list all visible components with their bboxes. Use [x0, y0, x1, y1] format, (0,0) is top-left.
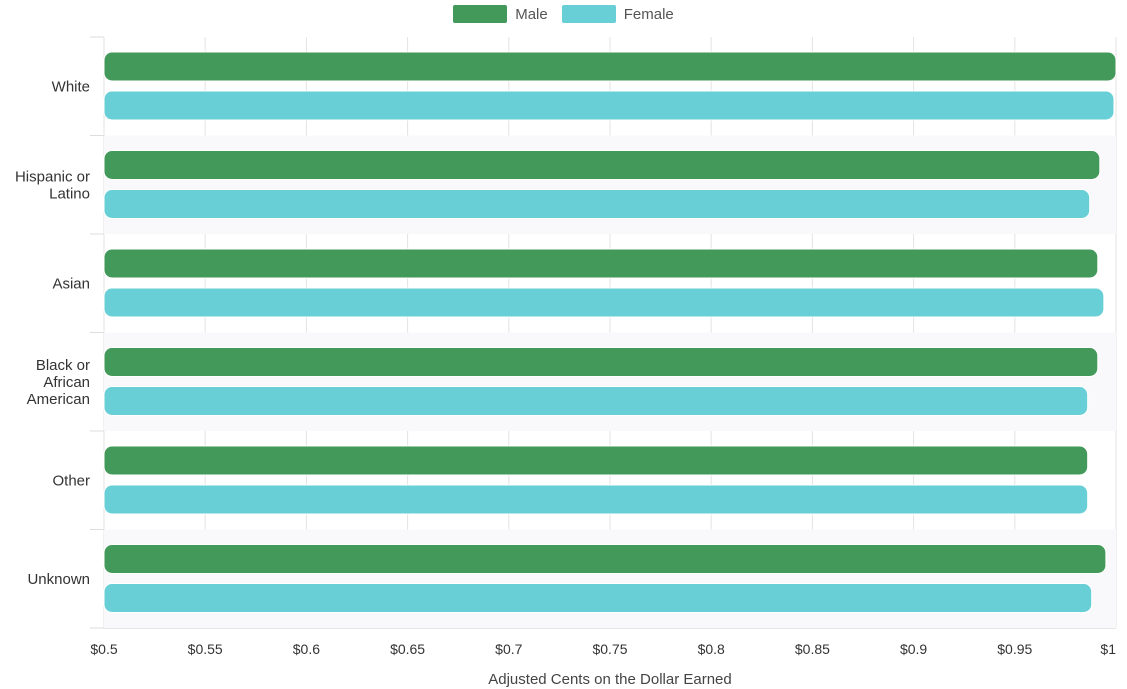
- bar-male[interactable]: [103, 445, 1089, 476]
- bar-male[interactable]: [103, 150, 1101, 180]
- category-label: Other: [52, 472, 90, 489]
- bar-female[interactable]: [103, 287, 1105, 318]
- legend-label-female: Female: [623, 5, 674, 23]
- x-tick-label: $0.6: [293, 641, 320, 657]
- chart-legend: Male Female: [0, 5, 1127, 23]
- bar-female[interactable]: [103, 583, 1093, 613]
- x-tick-label: $0.9: [900, 641, 927, 657]
- x-tick-label: $0.95: [997, 641, 1032, 657]
- y-axis-labels: White Hispanic or Latino Asian Black or Afric…: [15, 78, 90, 588]
- bar-female[interactable]: [103, 189, 1091, 219]
- bar-male[interactable]: [103, 347, 1099, 377]
- legend-swatch-female: [561, 5, 616, 23]
- x-tick-label: $0.75: [592, 641, 627, 657]
- category-label: Asian: [52, 275, 90, 292]
- x-tick-label: $0.7: [495, 641, 522, 657]
- legend-item-female[interactable]: Female: [561, 5, 674, 23]
- legend-swatch-male: [453, 5, 508, 23]
- bar-male[interactable]: [103, 248, 1099, 279]
- category-label: White: [52, 78, 90, 95]
- legend-item-male[interactable]: Male: [453, 5, 548, 23]
- bar-female[interactable]: [103, 484, 1089, 515]
- x-axis-ticks: $0.5 $0.55 $0.6 $0.65 $0.7 $0.75 $0.8 $0.85 $0.9…: [90, 641, 1116, 657]
- x-tick-label: $1: [1100, 641, 1116, 657]
- bar-female[interactable]: [103, 386, 1089, 416]
- bars: [103, 51, 1117, 613]
- category-label: Unknown: [27, 571, 90, 588]
- bar-female[interactable]: [103, 90, 1115, 121]
- legend-label-male: Male: [515, 5, 548, 23]
- x-axis-title: Adjusted Cents on the Dollar Earned: [488, 671, 731, 688]
- category-label: Black or African American: [27, 357, 90, 408]
- x-tick-label: $0.65: [390, 641, 425, 657]
- x-tick-label: $0.5: [90, 641, 117, 657]
- bar-male[interactable]: [103, 544, 1107, 574]
- x-tick-label: $0.55: [188, 641, 223, 657]
- bar-male[interactable]: [103, 51, 1117, 82]
- category-label: Hispanic or Latino: [15, 168, 90, 202]
- x-tick-label: $0.8: [698, 641, 725, 657]
- x-tick-label: $0.85: [795, 641, 830, 657]
